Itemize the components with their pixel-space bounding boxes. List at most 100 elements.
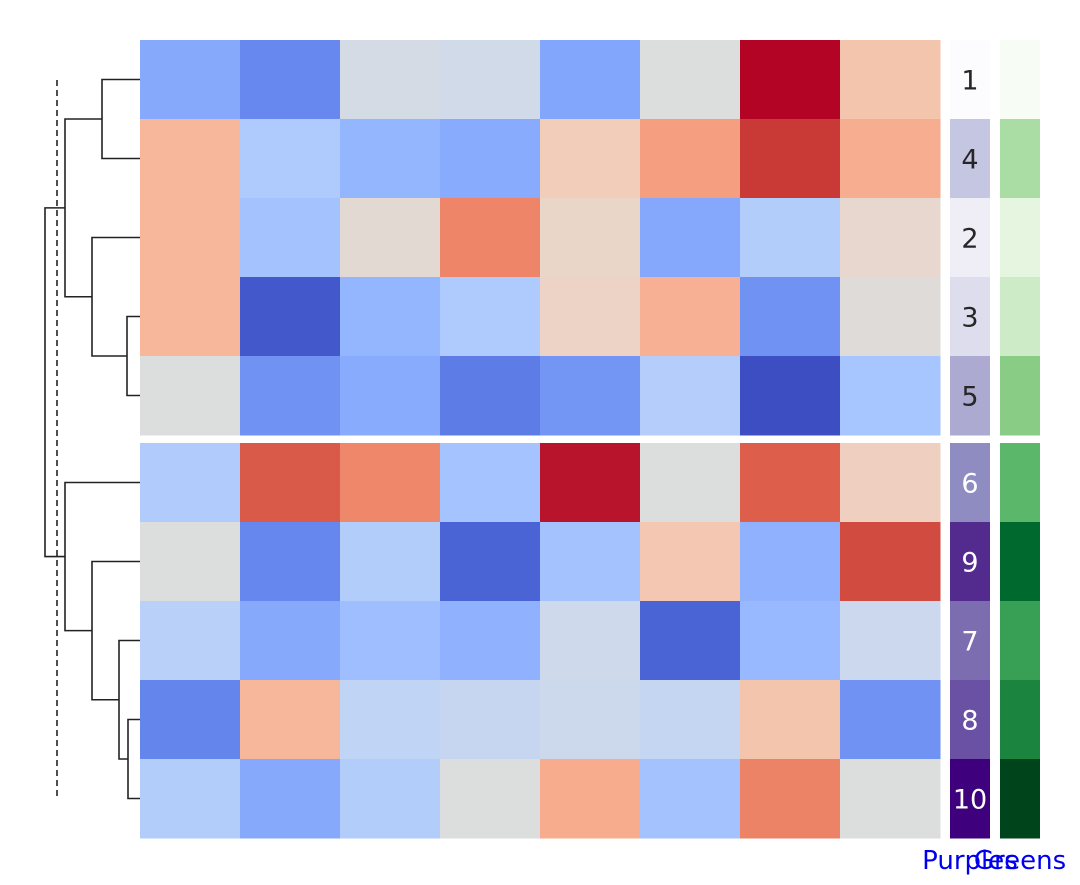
heatmap-cell [240, 443, 341, 523]
annotation-cell-purples [950, 40, 990, 120]
heatmap-cell [540, 356, 641, 436]
dendrogram-link [44, 207, 65, 558]
row-label: 6 [961, 469, 978, 500]
row-label: 9 [961, 548, 978, 579]
heatmap-cell [240, 198, 341, 278]
heatmap-cell [840, 119, 941, 199]
annotation-cell-purples [950, 759, 990, 839]
heatmap-cell [740, 680, 841, 760]
heatmap-cell [440, 522, 541, 602]
heatmap-cell [540, 198, 641, 278]
heatmap-cell [640, 601, 741, 681]
annotation-cell-purples [950, 119, 990, 199]
heatmap-cell [140, 356, 241, 436]
heatmap-cell [740, 759, 841, 839]
heatmap-cell [440, 119, 541, 199]
heatmap-cell [240, 40, 341, 120]
heatmap-cell [440, 198, 541, 278]
row-label: 2 [961, 224, 978, 255]
row-label: 7 [961, 627, 978, 658]
heatmap-cell [440, 680, 541, 760]
heatmap-cell [740, 522, 841, 602]
heatmap-cell [340, 356, 441, 436]
heatmap-cell [340, 40, 441, 120]
row-dendrogram [44, 78, 140, 800]
heatmap-cell [640, 198, 741, 278]
heatmap-cell [440, 356, 541, 436]
heatmap-cell [240, 522, 341, 602]
annotation-cell-greens [1000, 40, 1040, 120]
annotation-cell-greens [1000, 198, 1040, 278]
heatmap-cell [140, 680, 241, 760]
heatmap-cell [140, 759, 241, 839]
dendrogram-link [101, 78, 140, 160]
annotation-cell-greens [1000, 759, 1040, 839]
heatmap-cell [540, 522, 641, 602]
heatmap-cell [840, 759, 941, 839]
heatmap-cell [840, 40, 941, 120]
heatmap-cell [140, 601, 241, 681]
annotation-cell-purples [950, 356, 990, 436]
row-label: 5 [961, 382, 978, 413]
row-label: 10 [953, 785, 987, 816]
heatmap-cell [140, 40, 241, 120]
heatmap-cell [640, 443, 741, 523]
heatmap-cell [440, 277, 541, 357]
heatmap-cell [340, 759, 441, 839]
annotation-label-greens: Greens [974, 846, 1066, 876]
heatmap-cell [440, 443, 541, 523]
annotation-cell-greens [1000, 277, 1040, 357]
heatmap-cell [140, 119, 241, 199]
annotation-cell-purples [950, 277, 990, 357]
heatmap-cell [540, 277, 641, 357]
heatmap-cell [640, 356, 741, 436]
heatmap-cell [640, 680, 741, 760]
annotation-label-purples: Purples [922, 846, 1018, 876]
heatmap-cells [140, 40, 941, 839]
heatmap-cell [840, 198, 941, 278]
annotation-cell-greens [1000, 522, 1040, 602]
annotation-cell-purples [950, 198, 990, 278]
heatmap-cell [640, 119, 741, 199]
heatmap-cell [640, 277, 741, 357]
heatmap-cell [340, 680, 441, 760]
heatmap-cell [740, 40, 841, 120]
heatmap-cell [740, 277, 841, 357]
heatmap-cell [340, 119, 441, 199]
row-label: 4 [961, 145, 978, 176]
heatmap-cell [340, 198, 441, 278]
dendrogram-link [127, 718, 140, 800]
annotation-cell-greens [1000, 119, 1040, 199]
heatmap-cell [440, 40, 541, 120]
annotation-cell-greens [1000, 443, 1040, 523]
annotation-cell-greens [1000, 680, 1040, 760]
heatmap-cell [240, 356, 341, 436]
heatmap-cell [140, 277, 241, 357]
heatmap-cell [740, 356, 841, 436]
heatmap-cell [540, 119, 641, 199]
heatmap-cell [240, 601, 341, 681]
heatmap-cell [840, 356, 941, 436]
annotation-cell-purples [950, 680, 990, 760]
heatmap-cell [440, 759, 541, 839]
annotation-cell-greens [1000, 601, 1040, 681]
heatmap-cell [640, 40, 741, 120]
heatmap-cell [740, 119, 841, 199]
heatmap-cell [840, 601, 941, 681]
heatmap-cell [740, 601, 841, 681]
heatmap-cell [540, 601, 641, 681]
dendrogram-link [64, 481, 140, 632]
heatmap-cell [340, 443, 441, 523]
heatmap-cell [840, 680, 941, 760]
heatmap-cell [840, 277, 941, 357]
heatmap-cell [340, 522, 441, 602]
dendrogram-link [91, 560, 140, 701]
heatmap-cell [340, 601, 441, 681]
annotation-cell-purples [950, 522, 990, 602]
dendrogram-link [126, 315, 140, 397]
heatmap-cell [140, 443, 241, 523]
heatmap-cell [640, 522, 741, 602]
